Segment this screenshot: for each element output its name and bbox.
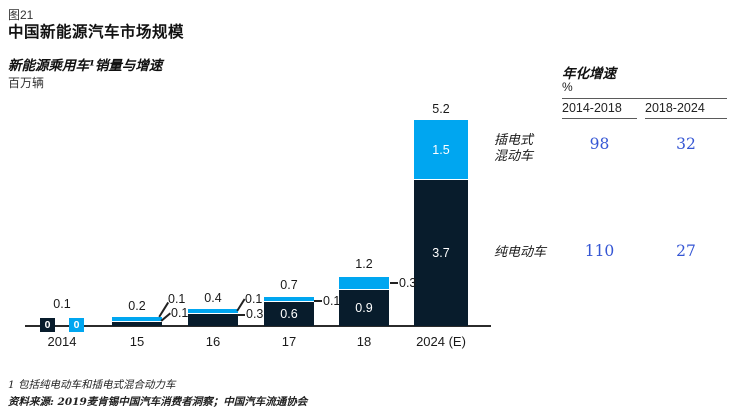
bar-2017-bev-value: 0.6 [280,307,298,321]
total-2014: 0.1 [53,297,71,311]
leader-2016-phev [236,298,246,312]
series-label-phev-line2: 混动车 [494,149,534,164]
bar-2018-bev-segment: 0.9 [339,290,389,326]
bar-2016-phev-segment [188,309,238,313]
bar-2016-bev-segment [188,314,238,326]
growth-table-title: 年化增速 [562,66,616,82]
bar-2015-phev-segment [112,317,162,321]
leader-2015-bev [160,312,171,322]
growth-phev-2014-2018: 98 [589,135,610,153]
label-2015-phev: 0.1 [168,292,186,306]
bar-2014-phev-zero-marker: 0 [69,318,84,332]
bar-2015-bev-segment [112,322,162,326]
xlabel-2024: 2024 (E) [416,334,466,349]
growth-col-2018-2024: 2018-2024 [645,101,705,115]
label-2017-phev: 0.1 [323,294,341,308]
bar-2014-bev-zero-marker: 0 [40,318,55,332]
xlabel-2014: 2014 [47,334,77,349]
bar-2024-bev-segment: 3.7 [414,180,468,326]
label-2016-phev: 0.1 [245,292,263,306]
growth-col2-rule [645,118,727,119]
bar-2018-phev-segment [339,277,389,289]
bar-2014-bev-value: 0 [44,319,51,331]
leader-2017-phev [314,300,322,302]
unit-label: 百万辆 [8,76,45,90]
page-title: 中国新能源汽车市场规模 [8,24,185,41]
bar-2018: 0.9 [339,277,389,326]
xlabel-2016: 16 [205,334,221,349]
label-2015-bev: 0.1 [171,306,189,320]
xlabel-2017: 17 [281,334,297,349]
label-2016-bev: 0.3 [246,307,264,321]
bar-2018-bev-value: 0.9 [355,301,373,315]
total-2016: 0.4 [204,291,222,305]
bar-2015 [112,317,162,326]
label-2018-phev: 0.3 [399,276,417,290]
growth-table-unit: % [562,80,573,94]
growth-table-top-rule [562,98,727,99]
growth-bev-2014-2018: 110 [584,242,615,260]
series-label-phev: 插电式 混动车 [494,133,533,165]
series-label-phev-line1: 插电式 [494,133,534,148]
leader-2018-phev [390,282,398,284]
xlabel-2018: 18 [356,334,372,349]
chart-subtitle: 新能源乘用车¹销量与增速 [8,58,163,74]
series-label-bev: 纯电动车 [494,245,547,260]
x-axis-line [25,325,491,327]
bar-2016 [188,309,238,326]
bar-2017-bev-segment: 0.6 [264,302,314,326]
bar-2017: 0.6 [264,297,314,326]
bar-2014-phev-value: 0 [73,319,80,331]
total-2024: 5.2 [432,102,450,116]
growth-bev-2018-2024: 27 [676,242,696,260]
bar-2024-phev-value: 1.5 [432,142,450,157]
figure-number: 图21 [8,8,34,22]
bar-2024: 3.7 1.5 [414,120,468,326]
footnote-definition: 1 包括纯电动车和插电式混合动力车 [8,379,176,391]
total-2017: 0.7 [280,278,298,292]
bar-2024-phev-segment: 1.5 [414,120,468,179]
total-2018: 1.2 [355,257,373,271]
growth-col1-rule [562,118,637,119]
xlabel-2015: 15 [129,334,145,349]
bar-2017-phev-segment [264,297,314,301]
leader-2016-bev [237,314,245,316]
growth-col-2014-2018: 2014-2018 [562,101,622,115]
total-2015: 0.2 [128,299,146,313]
growth-phev-2018-2024: 32 [676,135,696,153]
footnote-source: 资料来源: 2019麦肯锡中国汽车消费者洞察；中国汽车流通协会 [8,396,308,408]
bar-2024-bev-value: 3.7 [432,246,450,260]
